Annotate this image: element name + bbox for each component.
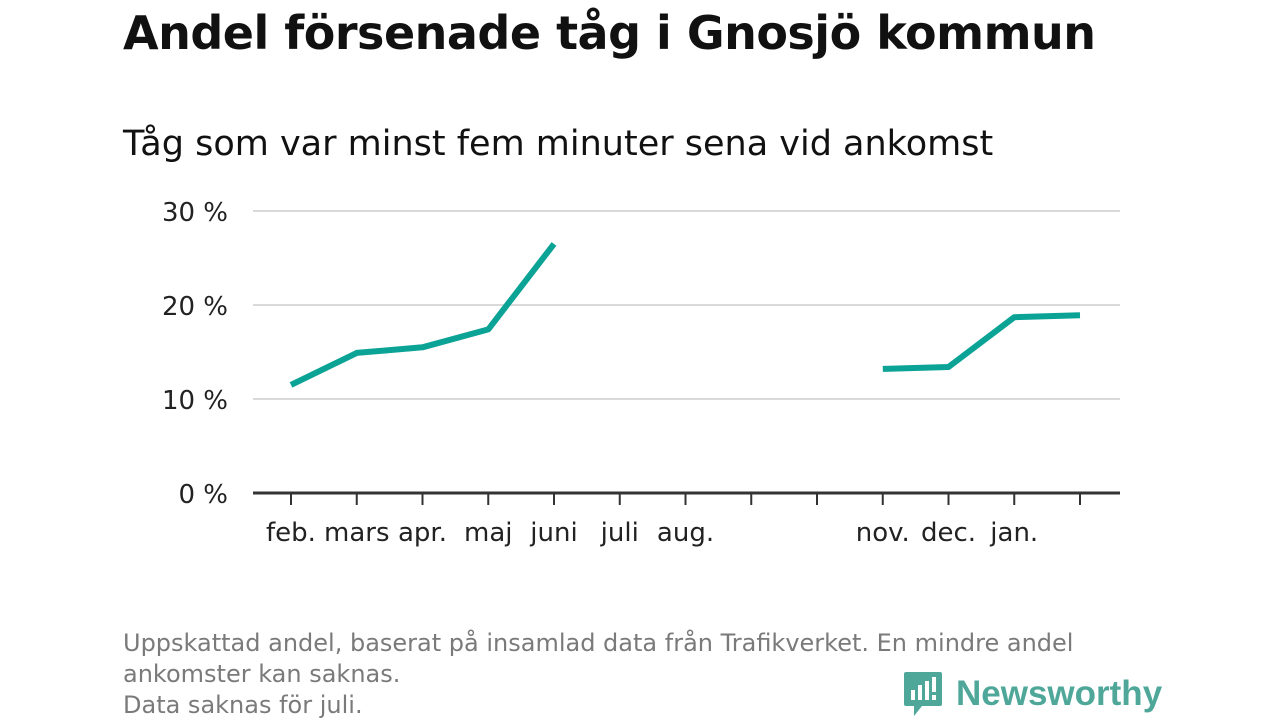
footnote-line-2: ankomster kan saknas. (123, 660, 401, 688)
x-tick-label: nov. (856, 518, 910, 548)
chart-title: Andel försenade tåg i Gnosjö kommun (123, 6, 1096, 60)
grid-lines (253, 210, 1120, 400)
x-tick-label: dec. (921, 518, 976, 548)
y-tick-label: 30 % (162, 198, 228, 228)
x-tick-label: aug. (657, 518, 714, 548)
series-lines (289, 242, 1081, 388)
y-axis-labels: 0 % 10 % 20 % 30 % (162, 198, 228, 510)
footnote-line-3: Data saknas för juli. (123, 691, 363, 719)
footnote-line-1: Uppskattad andel, baserat på insamlad da… (123, 629, 1074, 657)
brand-name: Newsworthy (956, 674, 1163, 713)
x-tick-label: juni (529, 518, 577, 548)
series-line-segment (882, 312, 1081, 372)
chart-subtitle: Tåg som var minst fem minuter sena vid a… (123, 124, 994, 164)
footnote: Uppskattad andel, baserat på insamlad da… (123, 628, 1163, 721)
brand-logo: Newsworthy (902, 670, 1162, 718)
x-tick-label: maj (464, 518, 512, 548)
x-tick-label: jan. (989, 518, 1038, 548)
y-tick-label: 20 % (162, 292, 228, 322)
x-tick-label: juli (600, 518, 639, 548)
x-axis-labels: feb. mars apr. maj juni juli aug. nov. dec. jan. (266, 518, 1038, 548)
x-axis (253, 491, 1120, 505)
series-line-segment (289, 242, 557, 388)
x-tick-label: feb. (266, 518, 316, 548)
y-tick-label: 0 % (178, 480, 228, 510)
y-tick-label: 10 % (162, 386, 228, 416)
bar-chart-speech-bubble-icon (904, 672, 942, 716)
line-chart: 0 % 10 % 20 % 30 % feb. mars apr. maj juni juli a… (162, 198, 1120, 548)
x-tick-label: mars (324, 518, 390, 548)
x-tick-label: apr. (398, 518, 447, 548)
